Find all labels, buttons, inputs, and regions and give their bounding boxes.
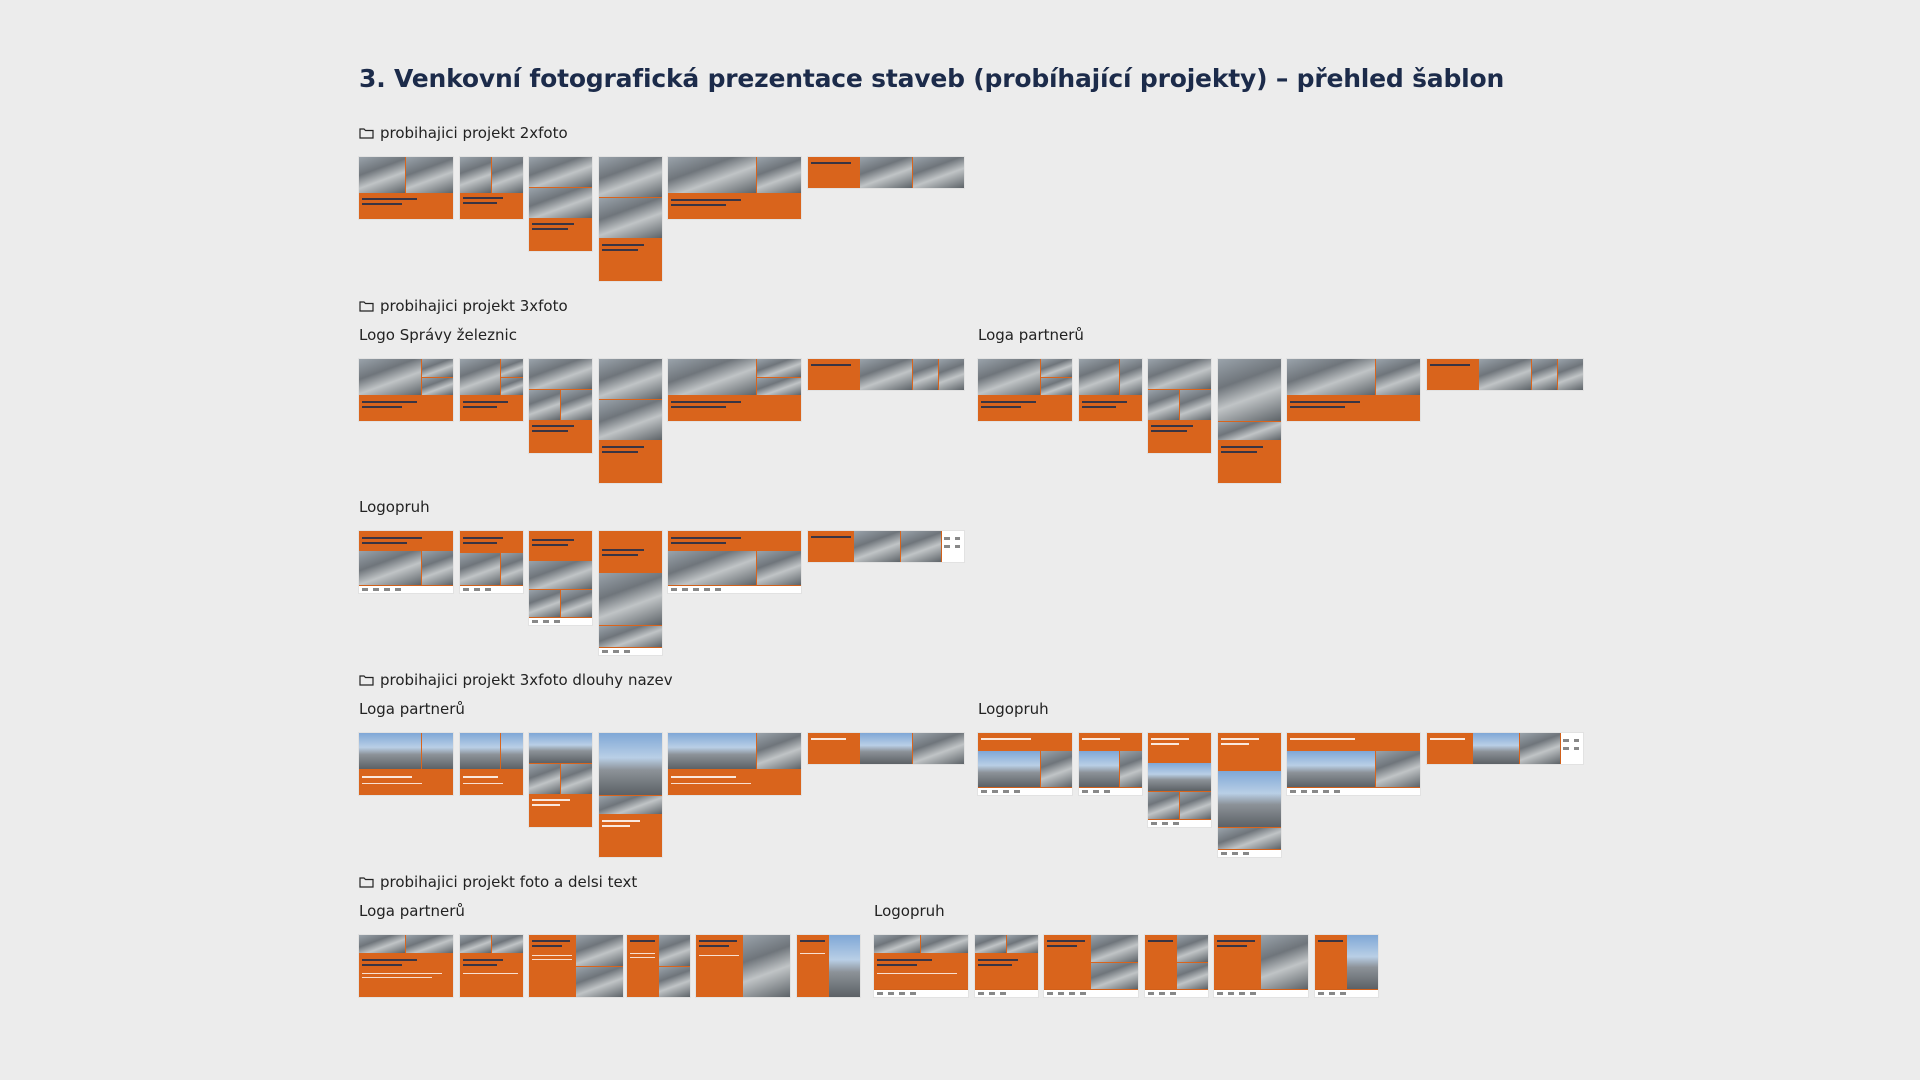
template-thumbnail[interactable]	[359, 531, 453, 593]
template-thumbnail[interactable]	[599, 359, 662, 483]
folder-2xfoto[interactable]: probihajici projekt 2xfoto	[359, 124, 568, 142]
template-thumbnail[interactable]	[1287, 733, 1420, 795]
template-thumbnail[interactable]	[1079, 359, 1142, 421]
thumbnail-row-dlouhy-logopruh	[978, 733, 1583, 863]
template-thumbnail[interactable]	[529, 359, 592, 453]
template-thumbnail[interactable]	[599, 157, 662, 281]
template-thumbnail[interactable]	[808, 157, 964, 188]
template-thumbnail[interactable]	[1427, 733, 1583, 764]
template-thumbnail[interactable]	[808, 531, 964, 562]
template-thumbnail[interactable]	[808, 359, 964, 390]
thumbnail-row-3xfoto-logo-sz	[359, 359, 964, 489]
subgroup-label: Logopruh	[874, 902, 945, 920]
template-thumbnail[interactable]	[627, 935, 690, 997]
subgroup-label: Logopruh	[359, 498, 430, 516]
template-thumbnail[interactable]	[1044, 935, 1138, 997]
folder-3xfoto-dlouhy-nazev[interactable]: probihajici projekt 3xfoto dlouhy nazev	[359, 671, 673, 689]
template-thumbnail[interactable]	[808, 733, 964, 764]
folder-label: probihajici projekt 3xfoto	[380, 297, 568, 315]
folder-foto-delsi-text[interactable]: probihajici projekt foto a delsi text	[359, 873, 637, 891]
folder-label: probihajici projekt 2xfoto	[380, 124, 568, 142]
thumbnail-row-3xfoto-logopruh	[359, 531, 964, 661]
folder-3xfoto[interactable]: probihajici projekt 3xfoto	[359, 297, 568, 315]
template-thumbnail[interactable]	[1287, 359, 1420, 421]
template-thumbnail[interactable]	[460, 531, 523, 593]
folder-label: probihajici projekt 3xfoto dlouhy nazev	[380, 671, 673, 689]
template-thumbnail[interactable]	[978, 733, 1072, 795]
folder-icon	[359, 675, 374, 686]
template-thumbnail[interactable]	[1148, 359, 1211, 453]
template-thumbnail[interactable]	[1148, 733, 1211, 827]
template-thumbnail[interactable]	[599, 733, 662, 857]
folder-icon	[359, 128, 374, 139]
template-thumbnail[interactable]	[359, 359, 453, 421]
template-thumbnail[interactable]	[1427, 359, 1583, 390]
template-thumbnail[interactable]	[359, 935, 453, 997]
template-thumbnail[interactable]	[668, 733, 801, 795]
thumbnail-row-dlouhy-loga-partneru	[359, 733, 964, 863]
template-thumbnail[interactable]	[460, 157, 523, 219]
template-thumbnail[interactable]	[1214, 935, 1308, 997]
template-thumbnail[interactable]	[1218, 359, 1281, 483]
template-thumbnail[interactable]	[1079, 733, 1142, 795]
template-thumbnail[interactable]	[359, 157, 453, 219]
folder-label: probihajici projekt foto a delsi text	[380, 873, 638, 891]
thumbnail-row-3xfoto-loga-partneru	[978, 359, 1583, 489]
template-thumbnail[interactable]	[529, 531, 592, 625]
template-thumbnail[interactable]	[529, 157, 592, 251]
template-thumbnail[interactable]	[529, 733, 592, 827]
thumbnail-row-delsi-text-logopruh	[874, 935, 1378, 1065]
subgroup-label: Logo Správy železnic	[359, 326, 517, 344]
template-thumbnail[interactable]	[874, 935, 968, 997]
template-thumbnail[interactable]	[696, 935, 790, 997]
subgroup-label: Loga partnerů	[359, 902, 465, 920]
folder-icon	[359, 877, 374, 888]
folder-icon	[359, 301, 374, 312]
template-thumbnail[interactable]	[460, 733, 523, 795]
template-thumbnail[interactable]	[978, 359, 1072, 421]
template-thumbnail[interactable]	[668, 359, 801, 421]
template-thumbnail[interactable]	[460, 935, 523, 997]
template-thumbnail[interactable]	[359, 733, 453, 795]
template-thumbnail[interactable]	[975, 935, 1038, 997]
template-thumbnail[interactable]	[1145, 935, 1208, 997]
template-thumbnail[interactable]	[599, 531, 662, 655]
template-thumbnail[interactable]	[1218, 733, 1281, 857]
template-thumbnail[interactable]	[668, 531, 801, 593]
template-thumbnail[interactable]	[529, 935, 623, 997]
thumbnail-row-delsi-text-loga-partneru	[359, 935, 860, 1065]
page-title: 3. Venkovní fotografická prezentace stav…	[359, 64, 1505, 93]
template-thumbnail[interactable]	[460, 359, 523, 421]
subgroup-label: Logopruh	[978, 700, 1049, 718]
template-thumbnail[interactable]	[797, 935, 860, 997]
subgroup-label: Loga partnerů	[359, 700, 465, 718]
template-thumbnail[interactable]	[668, 157, 801, 219]
thumbnail-row-2xfoto	[359, 157, 964, 287]
subgroup-label: Loga partnerů	[978, 326, 1084, 344]
template-thumbnail[interactable]	[1315, 935, 1378, 997]
